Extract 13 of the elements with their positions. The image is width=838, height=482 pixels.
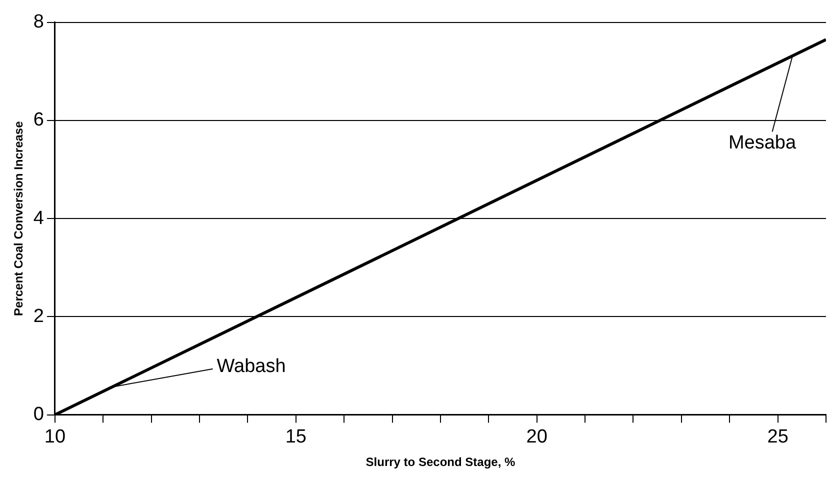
x-tick-label: 25 xyxy=(767,426,788,448)
x-tick-label: 15 xyxy=(285,426,306,448)
y-tick-label: 0 xyxy=(33,404,44,426)
annotation: Mesaba xyxy=(728,132,796,154)
x-tick-label: 20 xyxy=(526,426,548,448)
annotation: Wabash xyxy=(216,356,286,378)
y-axis-title: Percent Coal Conversion Increase xyxy=(12,120,26,316)
y-tick-label: 4 xyxy=(33,208,44,229)
x-axis-title: Slurry to Second Stage, % xyxy=(366,455,516,470)
y-tick-label: 8 xyxy=(33,12,44,33)
x-tick-label: 10 xyxy=(44,426,66,448)
y-tick-label: 6 xyxy=(33,110,44,131)
y-tick-label: 2 xyxy=(33,306,44,327)
